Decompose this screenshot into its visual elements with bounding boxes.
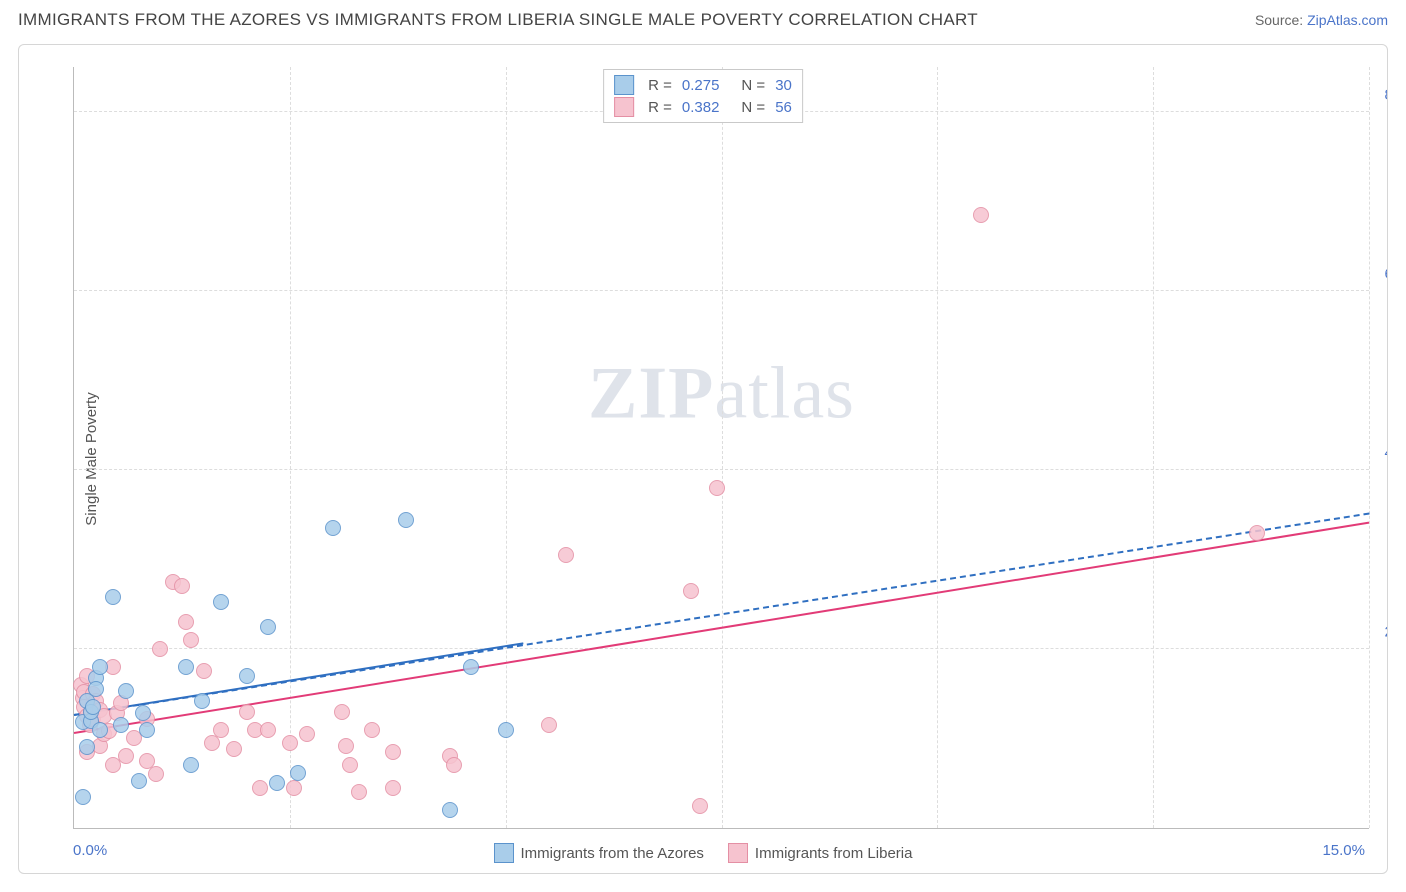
legend-label-azores: Immigrants from the Azores <box>521 845 704 862</box>
point-azores <box>139 722 155 738</box>
legend-item-liberia: Immigrants from Liberia <box>728 843 913 863</box>
point-liberia <box>385 744 401 760</box>
point-azores <box>325 520 341 536</box>
point-liberia <box>973 207 989 223</box>
y-tick-label: 80.0% <box>1377 86 1388 103</box>
point-liberia <box>709 480 725 496</box>
point-liberia <box>342 757 358 773</box>
source-prefix: Source: <box>1255 12 1307 28</box>
y-tick-label: 40.0% <box>1377 444 1388 461</box>
point-azores <box>75 789 91 805</box>
point-liberia <box>334 704 350 720</box>
point-liberia <box>118 748 134 764</box>
point-azores <box>442 802 458 818</box>
watermark-light: atlas <box>714 353 855 435</box>
r-value-liberia: 0.382 <box>682 99 720 116</box>
point-azores <box>105 589 121 605</box>
point-liberia <box>178 614 194 630</box>
n-label: N = <box>741 77 765 94</box>
point-liberia <box>351 784 367 800</box>
point-liberia <box>338 738 354 754</box>
point-liberia <box>152 641 168 657</box>
point-liberia <box>204 735 220 751</box>
point-liberia <box>183 632 199 648</box>
point-liberia <box>692 798 708 814</box>
point-azores <box>213 594 229 610</box>
plot-area: ZIPatlas 20.0%40.0%60.0%80.0% <box>73 67 1369 829</box>
point-liberia <box>364 722 380 738</box>
point-azores <box>290 765 306 781</box>
point-liberia <box>252 780 268 796</box>
n-label: N = <box>741 99 765 116</box>
point-liberia <box>683 583 699 599</box>
point-liberia <box>385 780 401 796</box>
swatch-azores <box>614 75 634 95</box>
point-azores <box>113 717 129 733</box>
stats-row-liberia: R = 0.382 N = 56 <box>614 96 792 118</box>
watermark-bold: ZIP <box>588 353 714 435</box>
point-azores <box>88 681 104 697</box>
point-azores <box>118 683 134 699</box>
point-liberia <box>541 717 557 733</box>
y-tick-label: 20.0% <box>1377 623 1388 640</box>
point-azores <box>398 512 414 528</box>
point-azores <box>79 739 95 755</box>
point-liberia <box>446 757 462 773</box>
point-azores <box>92 722 108 738</box>
point-liberia <box>226 741 242 757</box>
point-liberia <box>174 578 190 594</box>
point-liberia <box>148 766 164 782</box>
point-liberia <box>282 735 298 751</box>
point-azores <box>135 705 151 721</box>
legend-label-liberia: Immigrants from Liberia <box>755 845 913 862</box>
legend-item-azores: Immigrants from the Azores <box>494 843 704 863</box>
swatch-azores <box>494 843 514 863</box>
point-azores <box>498 722 514 738</box>
series-legend: Immigrants from the Azores Immigrants fr… <box>19 843 1387 863</box>
r-label: R = <box>648 77 672 94</box>
point-liberia <box>260 722 276 738</box>
point-liberia <box>299 726 315 742</box>
point-azores <box>131 773 147 789</box>
swatch-liberia <box>614 97 634 117</box>
source-attribution: Source: ZipAtlas.com <box>1255 12 1388 28</box>
point-azores <box>85 699 101 715</box>
r-value-azores: 0.275 <box>682 77 720 94</box>
swatch-liberia <box>728 843 748 863</box>
point-azores <box>178 659 194 675</box>
point-azores <box>239 668 255 684</box>
stats-legend: R = 0.275 N = 30 R = 0.382 N = 56 <box>603 69 803 123</box>
y-tick-label: 60.0% <box>1377 265 1388 282</box>
point-azores <box>463 659 479 675</box>
n-value-liberia: 56 <box>775 99 792 116</box>
point-liberia <box>1249 525 1265 541</box>
point-liberia <box>239 704 255 720</box>
point-azores <box>194 693 210 709</box>
n-value-azores: 30 <box>775 77 792 94</box>
point-azores <box>269 775 285 791</box>
chart-container: Single Male Poverty ZIPatlas 20.0%40.0%6… <box>18 44 1388 874</box>
point-azores <box>183 757 199 773</box>
r-label: R = <box>648 99 672 116</box>
point-liberia <box>213 722 229 738</box>
source-link[interactable]: ZipAtlas.com <box>1307 12 1388 28</box>
point-liberia <box>196 663 212 679</box>
point-liberia <box>558 547 574 563</box>
point-liberia <box>286 780 302 796</box>
page-title: IMMIGRANTS FROM THE AZORES VS IMMIGRANTS… <box>18 10 978 30</box>
point-azores <box>92 659 108 675</box>
point-azores <box>260 619 276 635</box>
stats-row-azores: R = 0.275 N = 30 <box>614 74 792 96</box>
